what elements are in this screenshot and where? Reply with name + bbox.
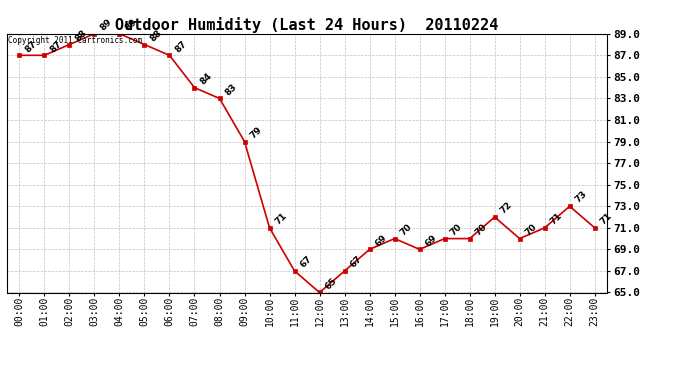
Text: 67: 67 [299,254,314,270]
Text: Copyright 2011 Cartronics.com: Copyright 2011 Cartronics.com [8,36,141,45]
Text: 70: 70 [474,222,489,237]
Text: 67: 67 [348,254,364,270]
Text: 70: 70 [524,222,539,237]
Text: 70: 70 [399,222,414,237]
Text: 89: 89 [124,17,139,32]
Text: 70: 70 [448,222,464,237]
Text: 84: 84 [199,71,214,86]
Text: 87: 87 [23,39,39,54]
Text: 73: 73 [574,190,589,205]
Text: 71: 71 [549,211,564,226]
Text: 89: 89 [99,17,114,32]
Text: 88: 88 [74,28,89,43]
Text: 71: 71 [274,211,289,226]
Text: 71: 71 [599,211,614,226]
Text: 65: 65 [324,276,339,291]
Text: 83: 83 [224,82,239,97]
Text: 69: 69 [424,233,439,248]
Text: 72: 72 [499,200,514,216]
Title: Outdoor Humidity (Last 24 Hours)  20110224: Outdoor Humidity (Last 24 Hours) 2011022… [115,16,499,33]
Text: 69: 69 [374,233,389,248]
Text: 88: 88 [148,28,164,43]
Text: 79: 79 [248,125,264,140]
Text: 87: 87 [48,39,64,54]
Text: 87: 87 [174,39,189,54]
